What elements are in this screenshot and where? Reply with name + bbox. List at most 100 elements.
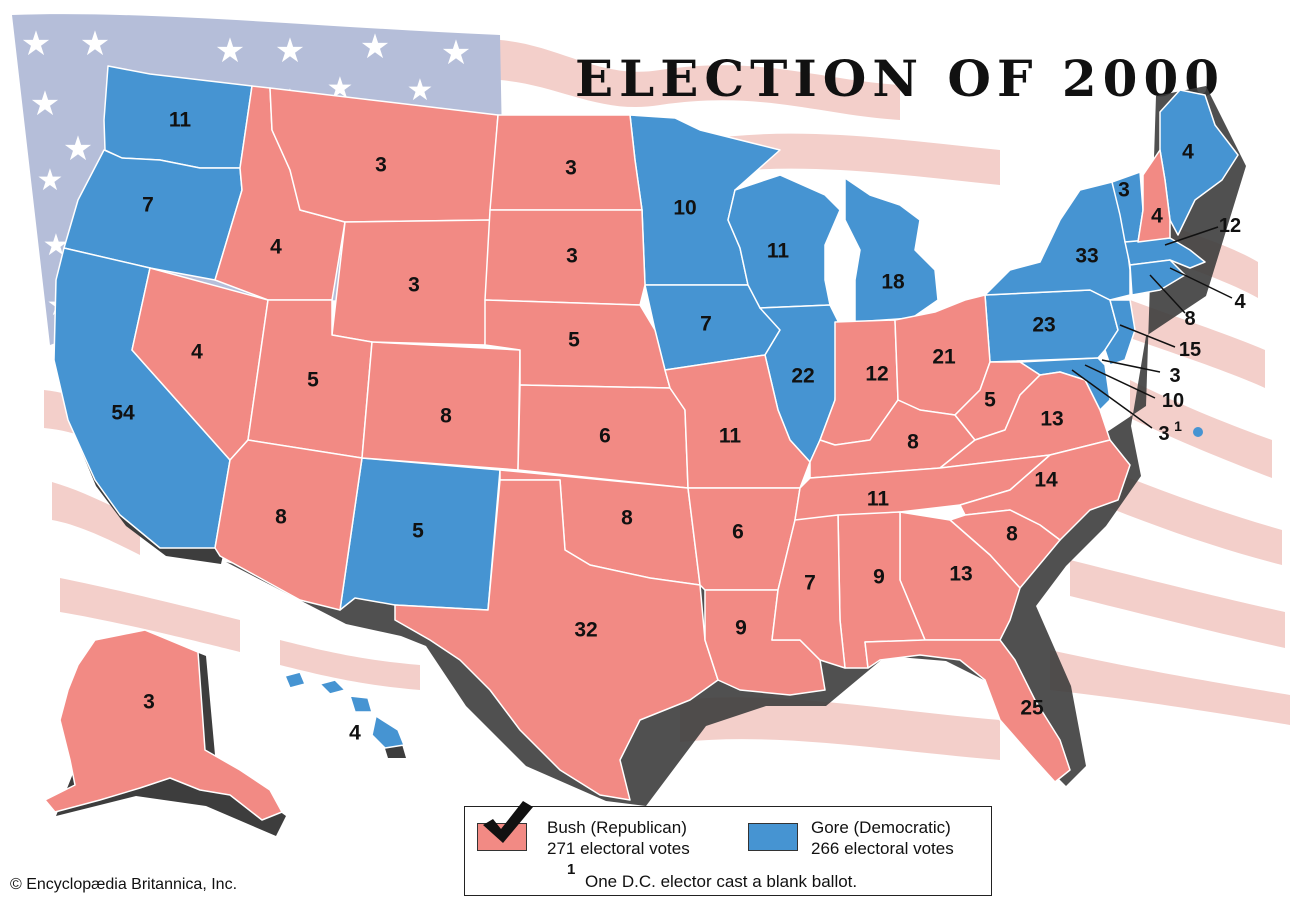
callout-line-md	[1084, 364, 1156, 399]
ev-label-ny: 33	[1075, 245, 1098, 268]
ev-label-wi: 11	[767, 240, 790, 263]
footnote-text: One D.C. elector cast a blank ballot.	[585, 872, 858, 891]
callout-line-dc	[1071, 369, 1153, 429]
ev-label-nd: 3	[565, 157, 577, 180]
state-north-dakota	[489, 114, 643, 211]
legend: Bush (Republican) 271 electoral votes Go…	[464, 801, 992, 896]
callout-label-dc: 3	[1158, 423, 1169, 445]
ev-label-wy: 3	[408, 274, 420, 297]
map-title: ELECTION OF 2000	[575, 49, 1225, 108]
state-new-york	[984, 181, 1131, 301]
svg-text:★: ★	[63, 130, 93, 168]
check-mark-icon	[483, 801, 533, 843]
republican-candidate: Bush (Republican)	[547, 818, 687, 837]
state-texas	[394, 479, 719, 801]
ev-label-nv: 4	[191, 341, 203, 364]
democratic-votes: 266 electoral votes	[811, 839, 954, 858]
ev-label-in: 12	[865, 363, 888, 386]
ev-label-sc: 8	[1006, 523, 1018, 546]
ev-label-mn: 10	[673, 197, 696, 220]
ev-label-ne: 5	[568, 329, 580, 352]
ev-label-id: 4	[270, 236, 282, 259]
ev-label-mi: 18	[881, 271, 905, 294]
callout-line-ri	[1169, 267, 1233, 299]
ev-label-wv: 5	[984, 389, 996, 412]
state-florida	[864, 639, 1071, 783]
ev-label-sd: 3	[566, 245, 578, 268]
ev-label-oh: 21	[932, 346, 956, 369]
ev-label-or: 7	[142, 194, 154, 217]
svg-text:★: ★	[407, 74, 434, 107]
callout-label-de: 3	[1169, 365, 1180, 387]
callout-group	[1071, 226, 1233, 429]
flag-stripe	[500, 40, 900, 120]
democratic-swatch	[748, 823, 798, 851]
state-tennessee	[794, 454, 1051, 521]
callout-labels: 12 4 8 15 3 10 3 1	[1158, 215, 1246, 445]
flag-stripe	[52, 482, 140, 555]
flag-stripe	[700, 133, 1000, 185]
state-michigan	[844, 177, 939, 323]
ev-label-ca: 54	[111, 402, 135, 425]
ev-label-ks: 6	[599, 425, 611, 448]
ev-label-va: 13	[1040, 408, 1063, 431]
ev-label-mt: 3	[375, 154, 387, 177]
ev-label-al: 9	[873, 566, 885, 589]
ev-label-vt: 3	[1118, 179, 1130, 202]
ev-label-ia: 7	[700, 313, 712, 336]
state-hawaii	[284, 671, 405, 749]
dc-marker	[1193, 427, 1203, 437]
state-missouri	[664, 354, 811, 489]
flag-stripe	[1110, 470, 1282, 565]
state-alaska	[44, 629, 283, 821]
callout-label-ma: 12	[1219, 215, 1241, 237]
flag-stripe	[1050, 650, 1290, 725]
footnote-marker: 1	[567, 861, 576, 878]
ev-label-ok: 8	[621, 507, 633, 530]
ev-label-ak: 3	[143, 691, 155, 714]
ev-label-ky: 8	[907, 431, 919, 454]
flag-stripe	[680, 697, 1000, 760]
state-new-hampshire	[1137, 149, 1171, 243]
ev-label-ut: 5	[307, 369, 319, 392]
ev-label-ar: 6	[732, 521, 744, 544]
svg-text:★: ★	[80, 25, 110, 63]
ev-label-co: 8	[440, 405, 452, 428]
ev-label-fl: 25	[1020, 697, 1044, 720]
ev-label-wa: 11	[169, 109, 192, 132]
ev-label-tx: 32	[574, 619, 597, 642]
svg-text:★: ★	[37, 164, 64, 197]
ev-label-tn: 11	[867, 488, 890, 511]
republican-votes: 271 electoral votes	[547, 839, 690, 858]
ev-label-pa: 23	[1032, 314, 1055, 337]
svg-text:★: ★	[215, 32, 245, 70]
flag-stripe	[280, 640, 420, 690]
callout-line-de	[1101, 359, 1161, 373]
ev-label-il: 22	[791, 365, 814, 388]
callout-line-nj	[1119, 324, 1176, 348]
callout-label-ri: 4	[1234, 291, 1246, 313]
flag-stars: ★ ★ ★ ★ ★ ★ ★ ★ ★ ★ ★ ★ ★ ★	[21, 25, 471, 322]
state-arizona	[214, 439, 363, 611]
ev-label-nm: 5	[412, 520, 424, 543]
callout-line-ma	[1164, 226, 1219, 246]
state-wisconsin	[727, 174, 841, 309]
svg-text:★: ★	[30, 85, 60, 123]
svg-text:★: ★	[275, 32, 305, 70]
callout-label-md: 10	[1162, 390, 1184, 412]
ev-label-nh: 4	[1151, 205, 1163, 228]
democratic-candidate: Gore (Democratic)	[811, 818, 951, 837]
callout-line-ct	[1149, 274, 1186, 314]
state-shapes	[44, 65, 1246, 836]
ev-label-ga: 13	[949, 563, 972, 586]
flag-stripe	[1070, 560, 1285, 648]
flag-stripe	[60, 578, 240, 652]
ev-label-me: 4	[1182, 141, 1194, 164]
state-mississippi	[771, 514, 846, 669]
state-wyoming	[331, 219, 491, 346]
ev-label-ms: 7	[804, 572, 816, 595]
electoral-vote-labels: 1175444335885335683210711691122181221811…	[111, 109, 1194, 745]
svg-text:★: ★	[441, 34, 471, 72]
ev-label-mo: 11	[719, 425, 742, 448]
